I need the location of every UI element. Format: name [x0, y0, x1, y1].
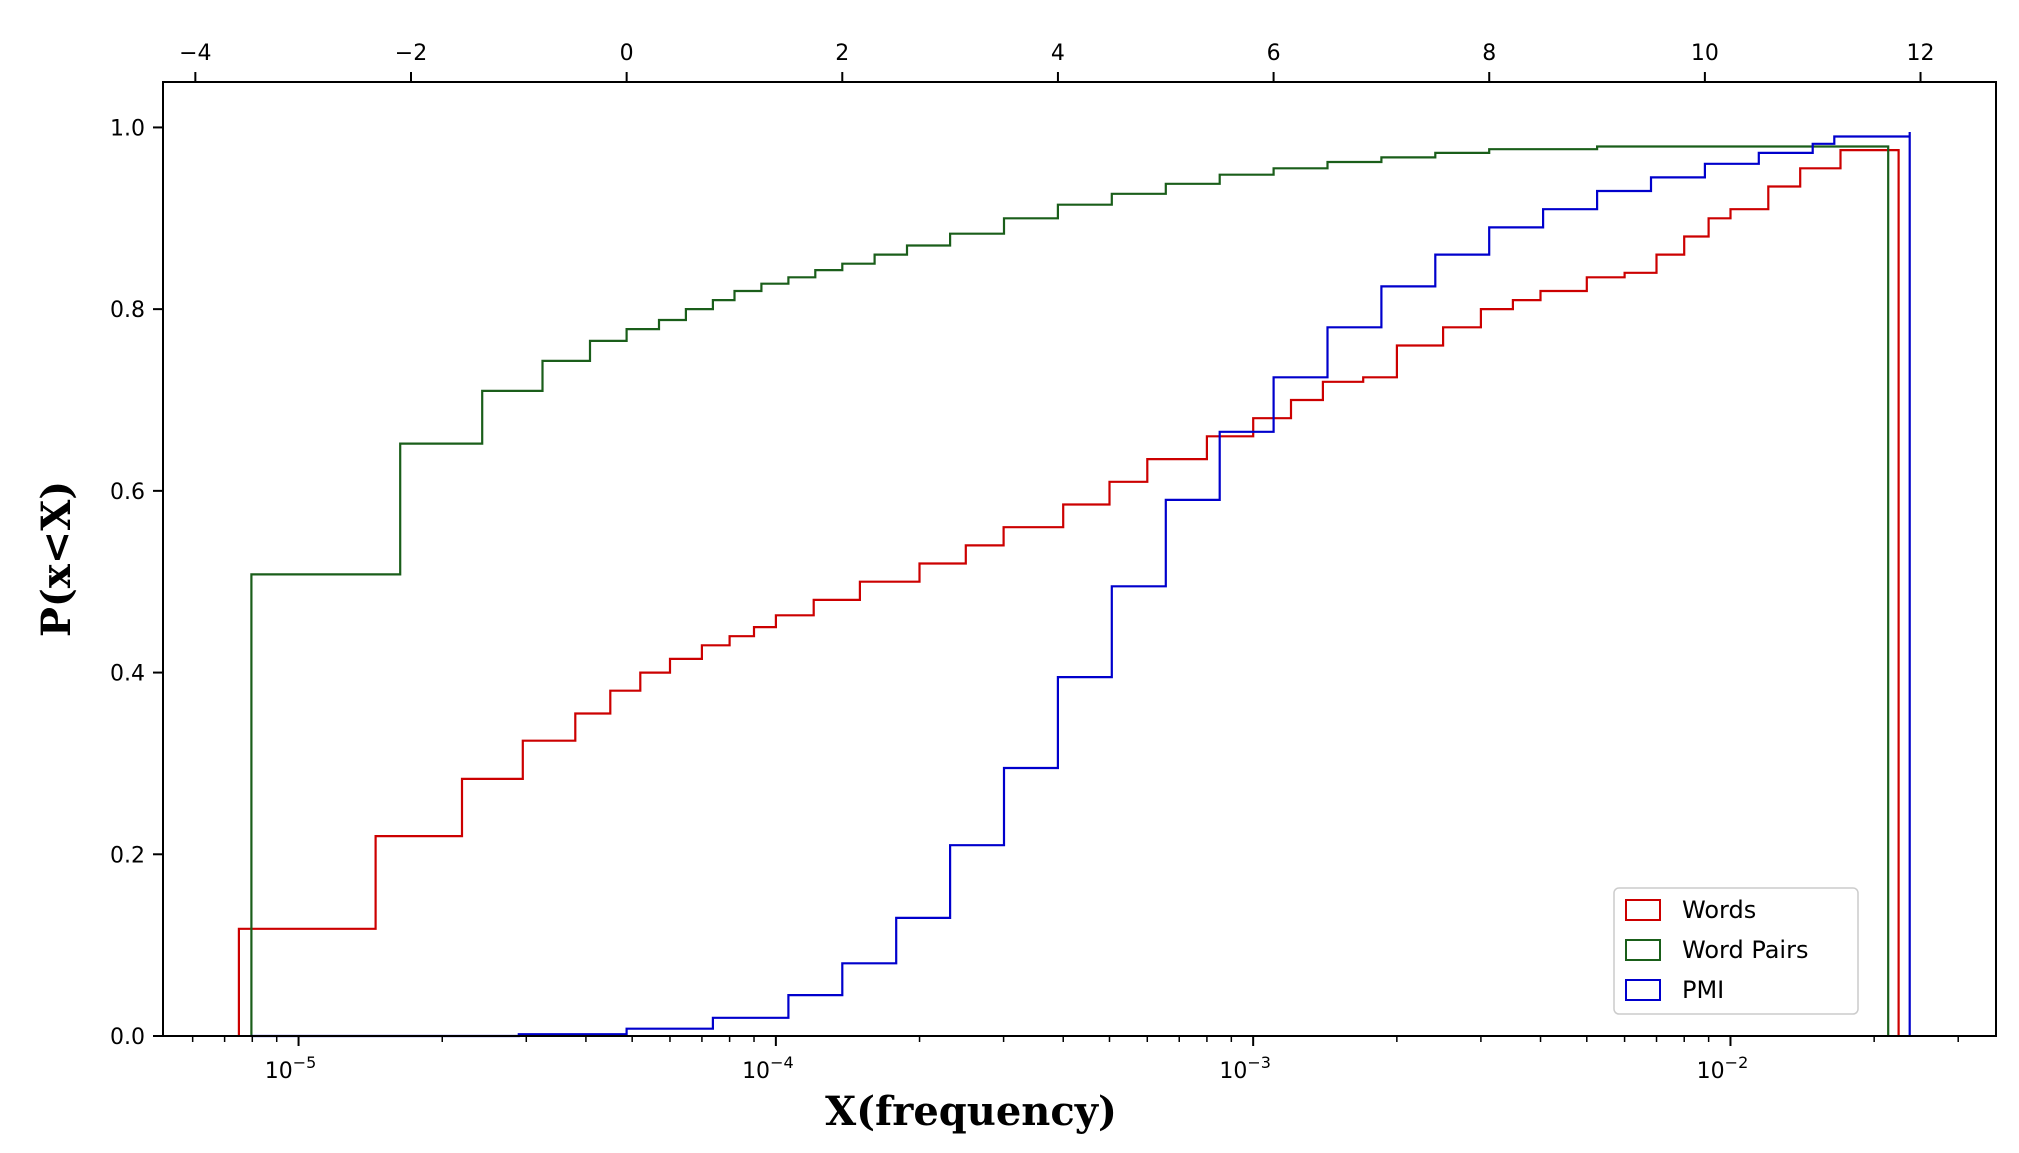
plot-frame — [162, 81, 1997, 1037]
x-bottom-tick-label: 10−2 — [1697, 1053, 1749, 1084]
legend-box — [1613, 887, 1859, 1015]
x-axis-title: X(frequency) — [825, 1088, 1117, 1135]
x-top-tick-label: 6 — [1267, 41, 1281, 66]
x-top-tick-label: 2 — [835, 41, 849, 66]
legend-swatch — [1625, 939, 1661, 961]
legend: Words Word Pairs PMI — [1613, 887, 1859, 1015]
x-bottom-tick-label: 10−4 — [742, 1053, 794, 1084]
y-tick-label: 1.0 — [110, 116, 145, 141]
axis-ticks: 10−5 10−4 10−3 10−2 −4 −2 0 2 4 6 8 10 12 0.0 0.2 0.4 0.… — [110, 41, 1959, 1084]
series-word-pairs-line — [250, 145, 1890, 1036]
y-tick-label: 0.4 — [110, 662, 145, 687]
x-top-tick-label: 10 — [1691, 41, 1719, 66]
y-tick-label: 0.2 — [110, 843, 145, 868]
legend-swatch — [1625, 899, 1661, 921]
legend-label: PMI — [1682, 976, 1724, 1004]
legend-label: Word Pairs — [1682, 936, 1808, 964]
x-top-tick-label: 0 — [620, 41, 634, 66]
y-tick-label: 0.8 — [110, 298, 145, 323]
legend-label: Words — [1682, 896, 1756, 924]
x-top-tick-label: −4 — [179, 41, 211, 66]
x-top-tick-label: 4 — [1051, 41, 1065, 66]
series-words-line — [237, 149, 1900, 1036]
plot-area — [237, 132, 1911, 1038]
y-tick-label: 0.0 — [110, 1025, 145, 1050]
x-bottom-tick-label: 10−3 — [1219, 1053, 1271, 1084]
legend-swatch — [1625, 979, 1661, 1001]
y-axis-title: P(x<X) — [33, 481, 80, 637]
y-tick-label: 0.6 — [110, 480, 145, 505]
x-top-tick-label: −2 — [395, 41, 427, 66]
x-top-tick-label: 8 — [1482, 41, 1496, 66]
x-bottom-tick-label: 10−5 — [265, 1053, 317, 1084]
x-top-tick-label: 12 — [1907, 41, 1935, 66]
series-pmi-line — [251, 132, 1911, 1038]
